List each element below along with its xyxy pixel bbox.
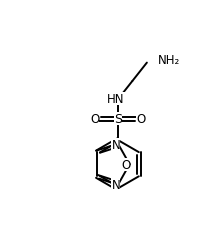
Text: HN: HN <box>107 92 125 106</box>
Text: O: O <box>121 158 130 171</box>
Text: N: N <box>112 178 120 191</box>
Text: NH₂: NH₂ <box>158 53 180 66</box>
Text: O: O <box>90 113 99 126</box>
Text: N: N <box>112 138 120 151</box>
Text: O: O <box>137 113 146 126</box>
Text: S: S <box>114 113 122 126</box>
